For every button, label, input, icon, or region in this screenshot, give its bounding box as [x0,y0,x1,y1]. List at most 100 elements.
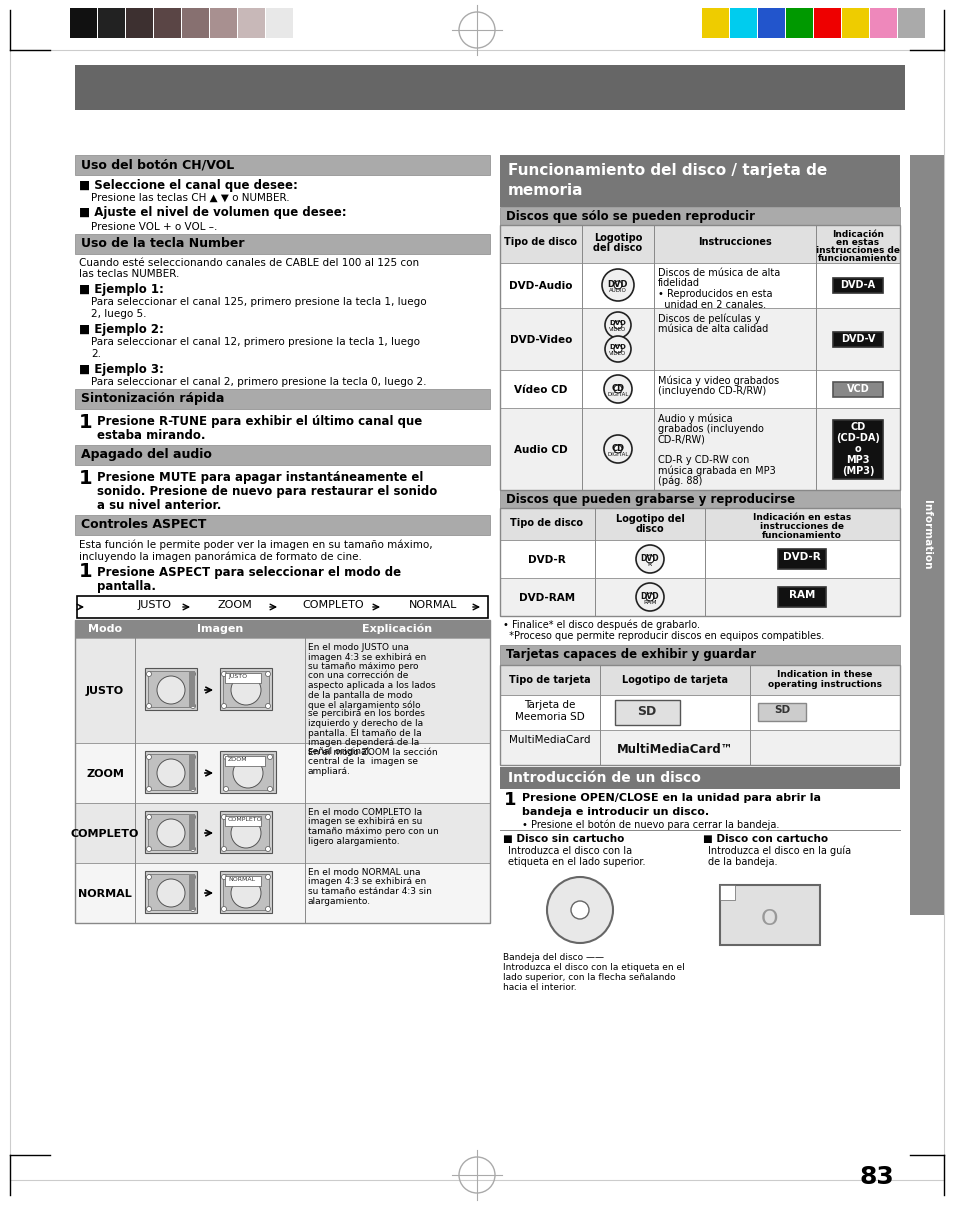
Text: En el modo JUSTO una: En el modo JUSTO una [308,643,409,652]
Text: a su nivel anterior.: a su nivel anterior. [97,499,221,512]
Bar [148,874,193,910]
Circle shape [191,846,195,852]
Circle shape [147,787,152,792]
Bar [75,863,490,923]
Bar [75,445,490,465]
Circle shape [147,906,152,911]
Text: ZOOM: ZOOM [228,757,248,762]
Bar [729,8,757,39]
Text: del disco: del disco [593,243,642,253]
Circle shape [191,815,195,819]
Circle shape [147,754,152,759]
Circle shape [604,312,630,337]
Text: 83: 83 [859,1165,894,1189]
Text: Vídeo CD: Vídeo CD [514,386,567,395]
Text: AUDIO: AUDIO [608,288,626,293]
Text: (CD-DA): (CD-DA) [835,433,879,443]
Text: En el modo COMPLETO la: En el modo COMPLETO la [308,809,421,817]
Text: JUSTO: JUSTO [86,686,124,696]
Text: Indicación: Indicación [831,230,883,239]
Text: Para seleccionar el canal 12, primero presione la tecla 1, luego: Para seleccionar el canal 12, primero pr… [91,337,419,347]
Text: DVD: DVD [640,592,659,601]
Text: Presione R-TUNE para exhibir el último canal que: Presione R-TUNE para exhibir el último c… [97,415,422,428]
Text: DVD-Audio: DVD-Audio [509,281,572,290]
Text: ■ Disco sin cartucho: ■ Disco sin cartucho [502,834,623,843]
Text: VIDEO: VIDEO [609,351,626,355]
Bar [499,768,899,789]
Circle shape [601,269,634,301]
Text: Tipo de tarjeta: Tipo de tarjeta [509,675,590,684]
Text: Introduzca el disco con la: Introduzca el disco con la [507,846,632,856]
Bar [615,700,679,725]
Circle shape [636,545,663,574]
Text: Imagen: Imagen [196,624,243,634]
Text: se percibirá en los bordes: se percibirá en los bordes [308,710,424,718]
Bar [75,65,904,110]
Bar [499,308,899,370]
Circle shape [614,345,621,353]
Bar [225,674,261,683]
Bar [499,509,899,616]
Text: RAM: RAM [642,600,656,605]
Circle shape [147,846,152,852]
Text: (pág. 88): (pág. 88) [658,476,701,487]
Bar [499,730,899,765]
Text: Funcionamiento del disco / tarjeta de: Funcionamiento del disco / tarjeta de [507,163,826,178]
Bar [499,155,899,207]
Bar [77,596,488,618]
Text: tamaño máximo pero con un: tamaño máximo pero con un [308,827,438,836]
Circle shape [191,754,195,759]
Text: • Reproducidos en esta: • Reproducidos en esta [658,289,772,299]
Text: DVD-RAM: DVD-RAM [518,593,575,602]
Text: música grabada en MP3: música grabada en MP3 [658,465,775,476]
Bar [220,751,275,793]
Text: (incluyendo CD-R/RW): (incluyendo CD-R/RW) [658,386,765,395]
Text: o: o [854,443,861,454]
Text: Discos de música de alta: Discos de música de alta [658,268,780,278]
Bar [758,703,805,721]
Text: ampliará.: ampliará. [308,768,351,776]
Bar [220,871,272,913]
Text: unidad en 2 canales.: unidad en 2 canales. [658,300,765,310]
Text: RAM: RAM [788,590,814,600]
Bar [499,408,899,490]
Text: DIGITAL: DIGITAL [607,392,628,396]
Text: disco: disco [635,524,663,534]
Bar [75,803,490,863]
Text: Tarjeta de: Tarjeta de [524,700,575,710]
Circle shape [157,676,185,704]
Text: MultiMediaCard™: MultiMediaCard™ [616,743,733,756]
Text: Indication in these: Indication in these [777,670,872,678]
Text: En el modo ZOOM la sección: En el modo ZOOM la sección [308,748,437,757]
Circle shape [265,671,271,676]
Bar [701,8,728,39]
Text: alargamiento.: alargamiento. [308,897,371,905]
Text: lado superior, con la flecha señalando: lado superior, con la flecha señalando [502,972,675,982]
Text: DVD-V: DVD-V [840,334,874,343]
Circle shape [265,815,271,819]
Text: Para seleccionar el canal 2, primero presione la tecla 0, luego 2.: Para seleccionar el canal 2, primero pre… [91,377,426,387]
Circle shape [604,336,630,362]
Bar [210,8,236,39]
Text: funcionamiento: funcionamiento [761,531,841,540]
Bar [499,645,899,665]
Bar [832,382,882,396]
Bar [182,8,209,39]
Text: CD-R/RW): CD-R/RW) [658,434,705,443]
Text: sonido. Presione de nuevo para restaurar el sonido: sonido. Presione de nuevo para restaurar… [97,484,436,498]
Circle shape [221,846,226,852]
Circle shape [645,593,654,601]
Text: DVD-A: DVD-A [840,280,875,290]
Text: Logotipo del: Logotipo del [615,515,683,524]
Text: Esta función le permite poder ver la imagen en su tamaño máximo,: Esta función le permite poder ver la ima… [79,539,432,549]
Text: CD: CD [611,443,624,453]
Text: Meemoria SD: Meemoria SD [515,712,584,722]
Text: (MP3): (MP3) [841,466,873,476]
Text: Presione ASPECT para seleccionar el modo de: Presione ASPECT para seleccionar el modo… [97,566,400,578]
Bar [813,8,841,39]
Bar [499,263,899,308]
Circle shape [265,846,271,852]
Text: COMPLETO: COMPLETO [228,817,262,822]
Text: 1: 1 [79,413,92,433]
Bar [75,637,490,743]
